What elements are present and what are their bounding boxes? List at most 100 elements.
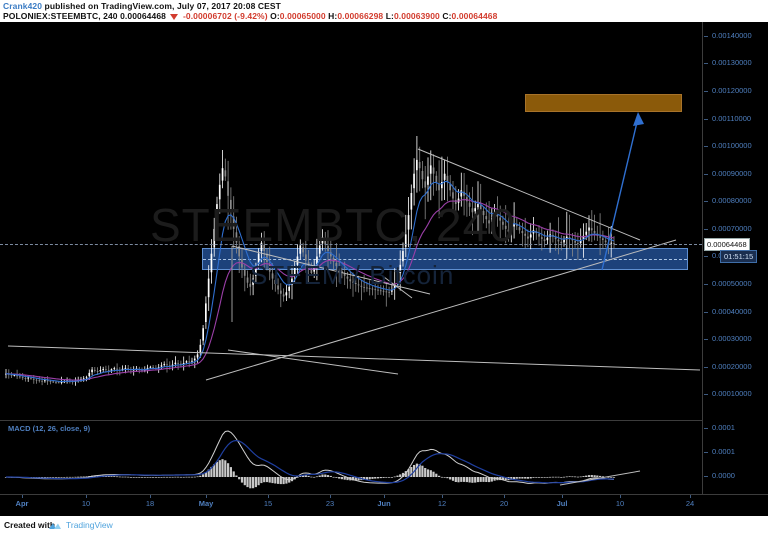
price-tick: [704, 256, 708, 258]
price-tick: [704, 311, 708, 313]
ascending-support-line[interactable]: [205, 239, 677, 381]
change-absolute: -0.00006702: [182, 11, 232, 21]
zone-midline: [203, 259, 687, 260]
price-tick-label: 0.00080000: [712, 196, 752, 206]
time-tick: [150, 495, 151, 498]
time-tick: [620, 495, 621, 498]
open-value: 0.00065000: [279, 11, 326, 21]
macd-pane[interactable]: MACD (12, 26, close, 9): [0, 420, 702, 495]
price-tick-label: 0.00030000: [712, 334, 752, 344]
time-tick-label: 18: [145, 499, 155, 508]
time-tick: [268, 495, 269, 498]
brand-name[interactable]: TradingView: [66, 520, 113, 530]
price-tick-label: 0.00120000: [712, 85, 752, 95]
last-price: 0.00064468: [120, 11, 166, 21]
price-tick: [704, 173, 708, 175]
time-tick: [442, 495, 443, 498]
axis-divider: [702, 22, 703, 516]
descending-resistance-upper[interactable]: [231, 245, 431, 295]
bar-countdown-badge: 01:51:15: [720, 250, 758, 264]
price-series-svg: [5, 112, 701, 386]
time-tick: [330, 495, 331, 498]
macd-tick-label: 0.0001: [712, 447, 735, 456]
minor-trendline[interactable]: [383, 276, 413, 299]
price-tick-label: 0.00130000: [712, 58, 752, 68]
price-tick-label: 0.00040000: [712, 306, 752, 316]
price-tick: [704, 228, 708, 230]
ema21-line: [5, 199, 615, 381]
price-tick: [704, 146, 708, 148]
time-tick-label: May: [198, 499, 214, 508]
time-tick: [384, 495, 385, 498]
symbol-label[interactable]: POLONIEX:STEEMBTC, 240: [3, 11, 118, 21]
author-name[interactable]: Crank420: [3, 1, 43, 11]
close-value: 0.00064468: [451, 11, 498, 21]
price-tick: [704, 63, 708, 65]
chart-footer: Created with TradingView: [0, 516, 768, 538]
time-tick-label: 23: [325, 499, 335, 508]
macd-legend: MACD (12, 26, close, 9): [8, 424, 91, 433]
open-label: O:: [270, 11, 280, 21]
macd-line: [5, 430, 615, 484]
time-tick-label: Apr: [15, 499, 29, 508]
time-tick-label: 15: [263, 499, 273, 508]
triangle-down-icon: [170, 14, 179, 20]
publish-meta: published on TradingView.com, July 07, 2…: [44, 1, 281, 11]
price-tick-label: 0.00020000: [712, 361, 752, 371]
chart-canvas[interactable]: STEEMBTC, 240 STEEM / Bitcoin: [0, 22, 768, 516]
macd-trendline[interactable]: [559, 470, 641, 486]
current-price-dashed-line: [0, 244, 702, 246]
macd-series-svg: [4, 430, 641, 489]
low-value: 0.00063900: [393, 11, 440, 21]
time-tick-label: 10: [81, 499, 91, 508]
chart-header: Crank420 published on TradingView.com, J…: [0, 0, 768, 22]
price-axis[interactable]: 0.00140000 0.00130000 0.00120000 0.00110000…: [702, 22, 768, 516]
price-tick-label: 0.00090000: [712, 168, 752, 178]
high-value: 0.00066298: [337, 11, 384, 21]
time-tick-label: 10: [615, 499, 625, 508]
time-tick: [504, 495, 505, 498]
change-percent: (-9.42%): [234, 11, 268, 21]
ema8-line: [5, 180, 615, 382]
descending-resistance-line[interactable]: [417, 148, 641, 241]
macd-tick-label: 0.0001: [712, 423, 735, 432]
candlestick-series: [5, 136, 615, 386]
price-tick: [704, 118, 708, 120]
time-tick-label: Jun: [377, 499, 391, 508]
time-tick-label: Jul: [556, 499, 568, 508]
price-tick: [704, 394, 708, 396]
price-tick: [704, 339, 708, 341]
price-pane[interactable]: STEEMBTC, 240 STEEM / Bitcoin: [0, 22, 702, 516]
time-tick-label: 12: [437, 499, 447, 508]
macd-tick: [704, 476, 708, 477]
long-term-resistance-line[interactable]: [7, 345, 701, 371]
time-tick: [690, 495, 691, 498]
price-tick: [704, 284, 708, 286]
high-label: H:: [328, 11, 338, 21]
time-tick: [22, 495, 23, 498]
price-tick-label: 0.00050000: [712, 279, 752, 289]
price-tick: [704, 366, 708, 368]
price-tick: [704, 201, 708, 203]
target-zone[interactable]: [525, 94, 682, 112]
price-tick: [704, 90, 708, 92]
macd-axis: 0.0001 0.0001 0.0000: [702, 420, 768, 494]
macd-signal-line: [6, 439, 615, 484]
time-tick-label: 20: [499, 499, 509, 508]
price-tick-label: 0.00140000: [712, 30, 752, 40]
quote-line: POLONIEX:STEEMBTC, 240 0.00064468 -0.000…: [3, 11, 497, 21]
tradingview-logo-icon: [49, 523, 61, 529]
ascending-support-lower[interactable]: [227, 349, 399, 375]
price-tick-label: 0.00070000: [712, 223, 752, 233]
time-axis[interactable]: Apr 10 18 May 15 23 Jun 12 20 Jul 10 24: [0, 494, 768, 516]
low-label: L:: [385, 11, 394, 21]
publish-line: Crank420 published on TradingView.com, J…: [3, 1, 281, 11]
created-with-label: Created with: [4, 520, 56, 530]
price-tick-label: 0.00100000: [712, 141, 752, 151]
close-label: C:: [442, 11, 452, 21]
time-tick: [206, 495, 207, 498]
macd-tick: [704, 452, 708, 453]
price-tick-label: 0.00010000: [712, 389, 752, 399]
projection-arrow[interactable]: [601, 112, 644, 271]
